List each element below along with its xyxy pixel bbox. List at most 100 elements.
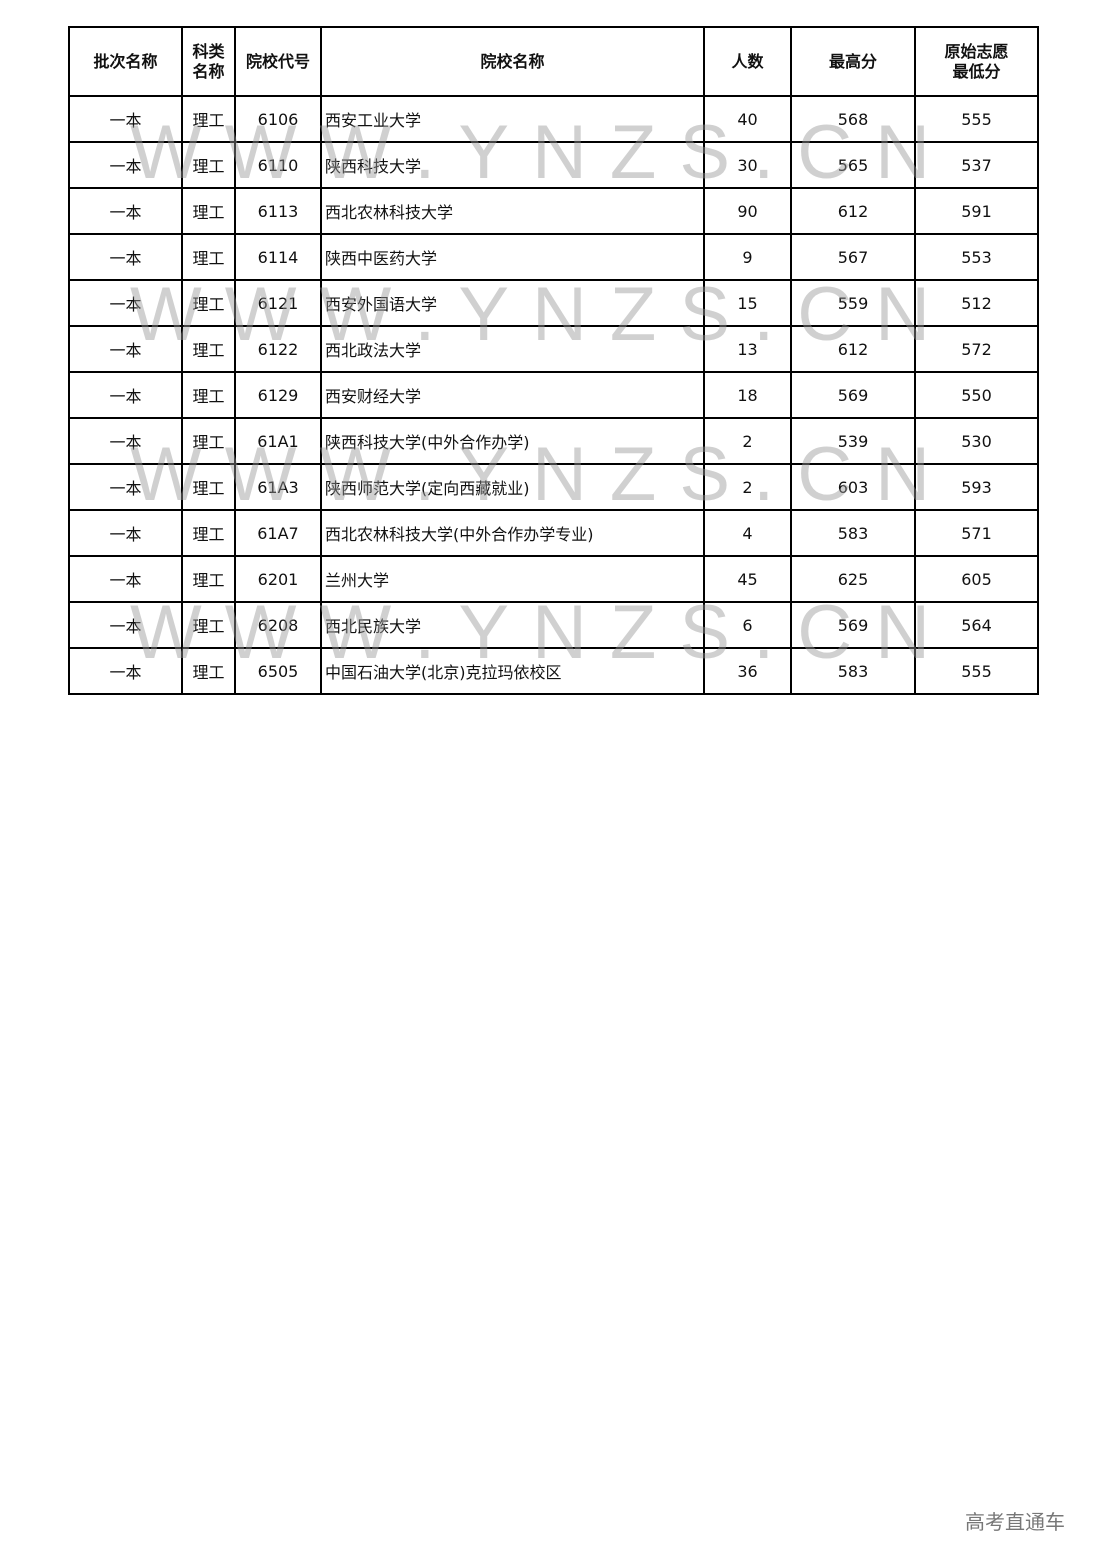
table-cell: 6113 [234, 187, 322, 235]
table-cell: 一本 [68, 647, 183, 695]
table-cell: 61A3 [234, 463, 322, 511]
table-cell: 593 [914, 463, 1039, 511]
table-cell: 理工 [181, 233, 236, 281]
table-cell: 西安外国语大学 [320, 279, 705, 327]
column-header-label: 科类名称 [192, 41, 225, 81]
table-cell: 555 [914, 95, 1039, 143]
table-cell: 陕西师范大学(定向西藏就业) [320, 463, 705, 511]
admission-table: 批次名称 科类名称 院校代号 院校名称 人数 最高分 原始志愿最低分 一本 理工 6106 西安工… [68, 26, 1039, 695]
table-cell: 6121 [234, 279, 322, 327]
table-cell: 569 [790, 371, 916, 419]
table-cell: 4 [703, 509, 792, 557]
table-cell: 理工 [181, 417, 236, 465]
table-cell: 13 [703, 325, 792, 373]
table-cell: 18 [703, 371, 792, 419]
table-cell: 40 [703, 95, 792, 143]
table-cell: 理工 [181, 279, 236, 327]
footer-brand: 高考直通车 [965, 1510, 1065, 1534]
table-cell: 理工 [181, 371, 236, 419]
table-cell: 西北政法大学 [320, 325, 705, 373]
table-cell: 西安财经大学 [320, 371, 705, 419]
table-cell: 理工 [181, 601, 236, 649]
table-cell: 605 [914, 555, 1039, 603]
table-row: 一本 理工 6121 西安外国语大学 15 559 512 [68, 279, 1039, 327]
table-cell: 612 [790, 187, 916, 235]
table-cell: 一本 [68, 601, 183, 649]
table-row: 一本 理工 6122 西北政法大学 13 612 572 [68, 325, 1039, 373]
table-row: 一本 理工 6505 中国石油大学(北京)克拉玛依校区 36 583 555 [68, 647, 1039, 695]
table-cell: 一本 [68, 371, 183, 419]
table-cell: 中国石油大学(北京)克拉玛依校区 [320, 647, 705, 695]
table-cell: 理工 [181, 95, 236, 143]
table-cell: 西北农林科技大学(中外合作办学专业) [320, 509, 705, 557]
table-cell: 陕西中医药大学 [320, 233, 705, 281]
table-cell: 36 [703, 647, 792, 695]
table-cell: 一本 [68, 233, 183, 281]
table-cell: 2 [703, 417, 792, 465]
table-cell: 530 [914, 417, 1039, 465]
table-cell: 理工 [181, 555, 236, 603]
table-cell: 45 [703, 555, 792, 603]
table-cell: 583 [790, 509, 916, 557]
table-cell: 6 [703, 601, 792, 649]
column-header: 院校代号 [234, 26, 322, 97]
table-cell: 569 [790, 601, 916, 649]
table-cell: 559 [790, 279, 916, 327]
table-row: 一本 理工 6114 陕西中医药大学 9 567 553 [68, 233, 1039, 281]
table-cell: 一本 [68, 187, 183, 235]
table-cell: 571 [914, 509, 1039, 557]
column-header: 院校名称 [320, 26, 705, 97]
table-row: 一本 理工 6106 西安工业大学 40 568 555 [68, 95, 1039, 143]
table-row: 一本 理工 61A3 陕西师范大学(定向西藏就业) 2 603 593 [68, 463, 1039, 511]
table-cell: 512 [914, 279, 1039, 327]
table-cell: 理工 [181, 463, 236, 511]
table-cell: 565 [790, 141, 916, 189]
column-header: 人数 [703, 26, 792, 97]
table-cell: 61A1 [234, 417, 322, 465]
table-cell: 陕西科技大学(中外合作办学) [320, 417, 705, 465]
table-cell: 一本 [68, 463, 183, 511]
column-header-label: 院校名称 [480, 51, 545, 71]
table-cell: 一本 [68, 141, 183, 189]
table-row: 一本 理工 6110 陕西科技大学 30 565 537 [68, 141, 1039, 189]
column-header: 原始志愿最低分 [914, 26, 1039, 97]
table-cell: 30 [703, 141, 792, 189]
table-cell: 9 [703, 233, 792, 281]
table-cell: 6110 [234, 141, 322, 189]
table-cell: 6129 [234, 371, 322, 419]
table-cell: 一本 [68, 555, 183, 603]
table-cell: 603 [790, 463, 916, 511]
table-row: 一本 理工 6129 西安财经大学 18 569 550 [68, 371, 1039, 419]
table-cell: 550 [914, 371, 1039, 419]
table-cell: 591 [914, 187, 1039, 235]
table-row: 一本 理工 61A7 西北农林科技大学(中外合作办学专业) 4 583 571 [68, 509, 1039, 557]
header-row: 批次名称 科类名称 院校代号 院校名称 人数 最高分 原始志愿最低分 [68, 26, 1039, 97]
table-cell: 6122 [234, 325, 322, 373]
table-cell: 西北民族大学 [320, 601, 705, 649]
column-header-label: 批次名称 [93, 51, 158, 71]
table-cell: 2 [703, 463, 792, 511]
table-row: 一本 理工 61A1 陕西科技大学(中外合作办学) 2 539 530 [68, 417, 1039, 465]
table-cell: 理工 [181, 325, 236, 373]
column-header-label: 人数 [731, 51, 764, 71]
column-header-label: 院校代号 [245, 51, 310, 71]
table-cell: 6114 [234, 233, 322, 281]
table-cell: 一本 [68, 279, 183, 327]
table-cell: 6106 [234, 95, 322, 143]
table-cell: 564 [914, 601, 1039, 649]
table-cell: 理工 [181, 647, 236, 695]
table-row: 一本 理工 6208 西北民族大学 6 569 564 [68, 601, 1039, 649]
table-cell: 568 [790, 95, 916, 143]
table-cell: 15 [703, 279, 792, 327]
table-cell: 61A7 [234, 509, 322, 557]
table-cell: 西安工业大学 [320, 95, 705, 143]
column-header: 最高分 [790, 26, 916, 97]
table-cell: 555 [914, 647, 1039, 695]
table-cell: 567 [790, 233, 916, 281]
column-header-label: 最高分 [828, 51, 877, 71]
table-cell: 一本 [68, 509, 183, 557]
table-cell: 理工 [181, 509, 236, 557]
table-cell: 西北农林科技大学 [320, 187, 705, 235]
table-cell: 583 [790, 647, 916, 695]
table-row: 一本 理工 6113 西北农林科技大学 90 612 591 [68, 187, 1039, 235]
